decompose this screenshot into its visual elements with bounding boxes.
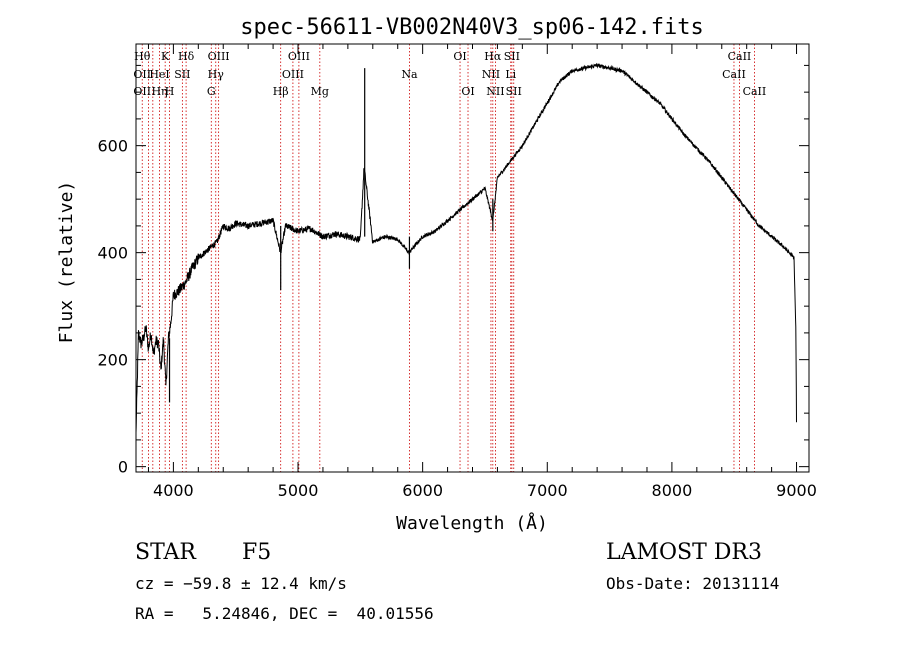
line-label: H <box>165 85 175 98</box>
redshift-text: cz = −59.8 ± 12.4 km/s <box>135 574 347 593</box>
object-subclass: F5 <box>242 540 272 565</box>
line-label: HeI <box>149 68 169 81</box>
x-tick-label: 6000 <box>402 481 443 500</box>
line-label: OIII <box>282 68 304 81</box>
line-label: Hα <box>484 50 502 63</box>
line-label: OI <box>461 85 474 98</box>
spectrum-line <box>135 62 797 433</box>
line-label: SII <box>504 50 520 63</box>
line-label: Hγ <box>208 68 225 81</box>
y-tick-label: 400 <box>97 244 128 263</box>
ra-dec-text: RA = 5.24846, DEC = 40.01556 <box>135 604 434 623</box>
line-label: Hη <box>151 85 167 98</box>
line-label: OIII <box>288 50 310 63</box>
chart-title: spec-56611-VB002N40V3_sp06-142.fits <box>240 15 704 40</box>
x-tick-label: 5000 <box>278 481 319 500</box>
x-tick-label: 9000 <box>776 481 817 500</box>
line-label: Hθ <box>134 50 151 63</box>
line-labels-layer: HθOIIOIIHeIHηKHSIIHδGHγOIIIHβOIIIOIIIMgN… <box>133 50 766 98</box>
x-tick-label: 7000 <box>527 481 568 500</box>
line-label: OIII <box>208 50 230 63</box>
y-tick-label: 0 <box>118 458 128 477</box>
axis-ticks-layer: 4000 5000 6000 7000 8000 9000 0 200 400 600 <box>97 44 817 500</box>
line-label: Na <box>401 68 418 81</box>
line-label: Li <box>505 68 516 81</box>
line-label: CaII <box>722 68 746 81</box>
line-label: SII <box>506 85 522 98</box>
y-axis-label: Flux (relative) <box>56 181 77 344</box>
emission-lines-layer <box>141 44 755 472</box>
y-tick-label: 200 <box>97 351 128 370</box>
line-label: OII <box>133 85 151 98</box>
line-label: OI <box>453 50 466 63</box>
y-tick-label: 600 <box>97 137 128 156</box>
line-label: OII <box>133 68 151 81</box>
x-tick-label: 4000 <box>153 481 194 500</box>
line-label: CaII <box>728 50 752 63</box>
spectrum-layer <box>135 62 797 433</box>
line-label: Hδ <box>178 50 195 63</box>
plot-frame <box>135 43 810 473</box>
survey-name: LAMOST DR3 <box>606 540 762 565</box>
obs-date-text: Obs-Date: 20131114 <box>606 574 780 593</box>
x-axis-label: Wavelength (Å) <box>396 512 548 534</box>
line-label: NII <box>482 68 500 81</box>
line-label: SII <box>174 68 190 81</box>
line-label: Hβ <box>273 85 289 98</box>
line-label: G <box>207 85 216 98</box>
line-label: CaII <box>743 85 767 98</box>
line-label: NII <box>486 85 504 98</box>
line-label: K <box>161 50 170 63</box>
object-class: STAR <box>135 540 196 565</box>
line-label: Mg <box>311 85 329 98</box>
x-tick-label: 8000 <box>652 481 693 500</box>
